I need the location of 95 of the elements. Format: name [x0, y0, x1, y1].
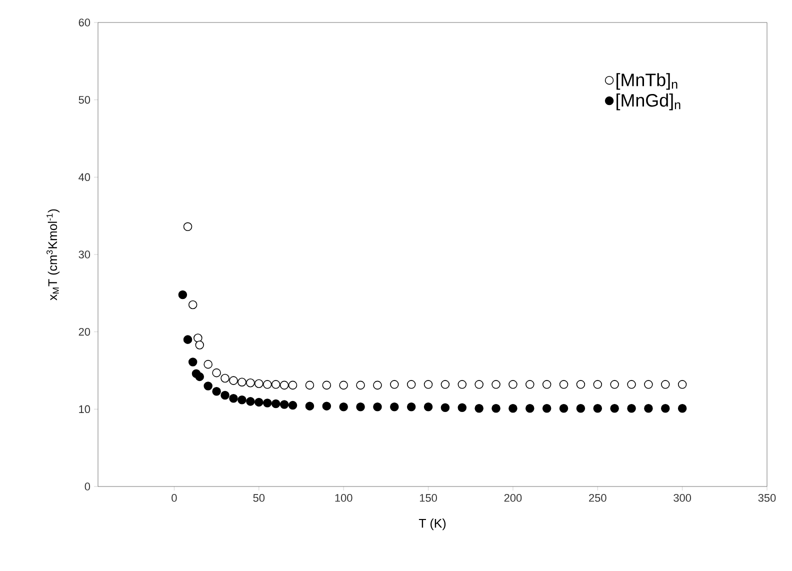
- point: [188, 358, 198, 366]
- point: [212, 368, 221, 378]
- point: [458, 403, 467, 412]
- point: [492, 404, 500, 413]
- y-tick-label: 30: [78, 250, 90, 258]
- point: [406, 380, 416, 389]
- point: [288, 380, 298, 390]
- point: [610, 380, 619, 389]
- point: [194, 334, 202, 342]
- point: [644, 380, 653, 389]
- point: [406, 402, 416, 412]
- point: [458, 380, 467, 389]
- point: [246, 397, 255, 406]
- y-tick-label: 40: [78, 173, 90, 182]
- point: [373, 380, 382, 390]
- point: [280, 380, 289, 390]
- point: [305, 380, 314, 390]
- point: [271, 399, 280, 408]
- x-tick-label: 250: [589, 494, 606, 502]
- point: [271, 380, 280, 389]
- point: [508, 380, 518, 389]
- point: [390, 380, 399, 389]
- point: [204, 360, 212, 369]
- x-tick-label: 50: [253, 494, 265, 502]
- point: [212, 386, 221, 396]
- point: [262, 380, 272, 389]
- legend-label: [MnTb]$_{n}$: [616, 73, 678, 90]
- point: [508, 404, 518, 413]
- point: [204, 382, 212, 390]
- point: [542, 404, 552, 413]
- y-tick-label: 10: [79, 405, 90, 414]
- point: [593, 404, 602, 413]
- point: [440, 403, 450, 412]
- point: [576, 380, 586, 389]
- legend-label: [MnGd]$_{n}$: [616, 94, 680, 110]
- point: [373, 402, 382, 412]
- point: [559, 380, 568, 389]
- point: [229, 376, 238, 385]
- point: [254, 379, 264, 388]
- point: [246, 378, 255, 388]
- point: [526, 404, 534, 413]
- point: [678, 380, 687, 389]
- point: [305, 402, 314, 410]
- point: [559, 404, 568, 413]
- point: [322, 402, 332, 410]
- point: [644, 404, 653, 413]
- point: [424, 380, 433, 389]
- point: [474, 380, 484, 389]
- point: [576, 404, 586, 413]
- point: [610, 404, 619, 413]
- point: [183, 222, 192, 232]
- point: [440, 380, 450, 389]
- point: [424, 402, 433, 412]
- point: [492, 380, 500, 389]
- point: [195, 372, 204, 382]
- point: [229, 394, 238, 403]
- point: [238, 378, 246, 386]
- point: [526, 380, 534, 389]
- point: [220, 374, 230, 383]
- x-tick-label: 0: [172, 494, 177, 502]
- point: [661, 380, 670, 389]
- point: [661, 404, 670, 413]
- point: [220, 390, 230, 400]
- y-tick-label: 20: [78, 328, 90, 336]
- point: [262, 398, 272, 408]
- point: [183, 335, 192, 344]
- point: [238, 396, 246, 404]
- x-tick-label: 200: [504, 494, 522, 502]
- point: [474, 404, 484, 413]
- point: [322, 380, 332, 390]
- point: [356, 380, 365, 390]
- y-axis-title: x$_{M}$T (cm$^{3}$Kmol$^{-1}$): [46, 209, 60, 300]
- point: [593, 380, 602, 389]
- point: [188, 300, 198, 310]
- point: [542, 380, 552, 389]
- point: [627, 404, 636, 413]
- point: [280, 400, 289, 409]
- point: [178, 290, 188, 300]
- point: [254, 398, 264, 407]
- y-tick-label: 60: [78, 18, 90, 26]
- point: [390, 402, 399, 412]
- x-tick-label: 350: [758, 494, 776, 502]
- point: [195, 340, 204, 350]
- point: [288, 400, 298, 410]
- y-tick-label: 50: [78, 96, 90, 104]
- point: [339, 380, 348, 390]
- x-tick-label: 300: [674, 494, 692, 502]
- point: [339, 402, 348, 412]
- point: [356, 402, 365, 412]
- y-tick-label: 0: [84, 482, 90, 490]
- x-axis-title: T (K): [418, 518, 446, 530]
- point: [627, 380, 636, 389]
- point: [678, 404, 687, 413]
- x-tick-label: 100: [335, 494, 352, 502]
- x-tick-label: 150: [420, 494, 437, 502]
